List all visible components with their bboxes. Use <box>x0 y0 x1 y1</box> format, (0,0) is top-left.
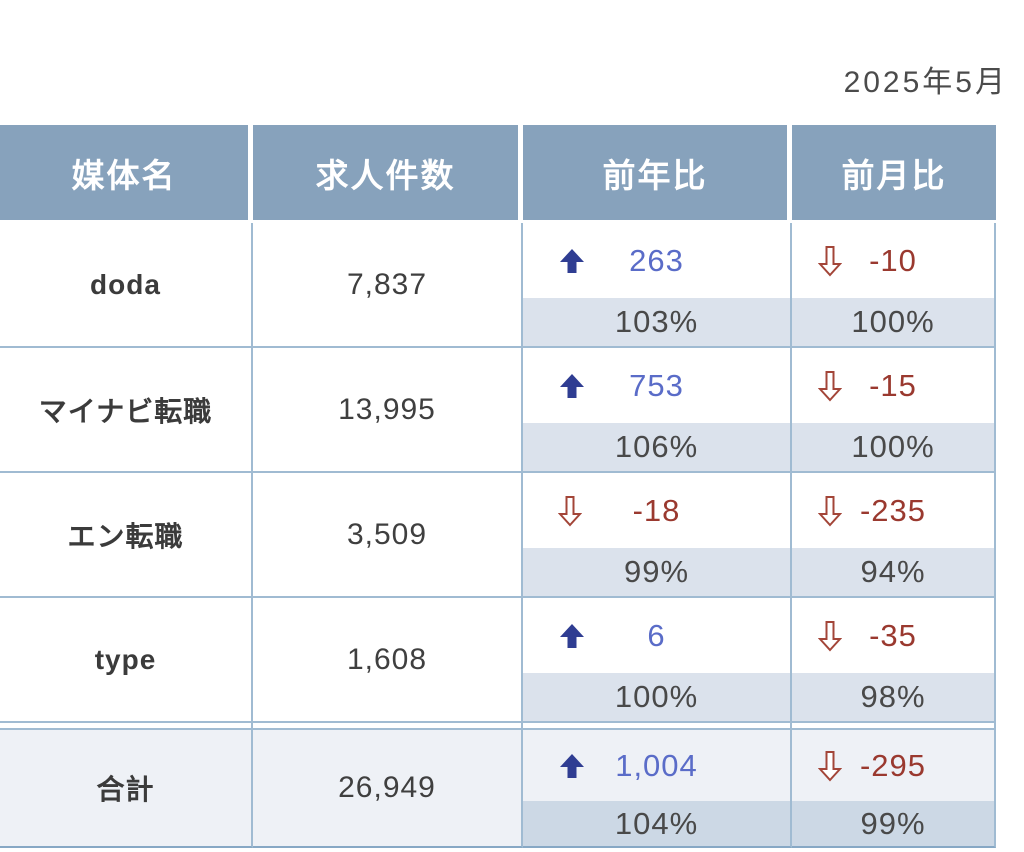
table-total: 合計 26,949 1,004 104% -295 99% <box>0 728 996 848</box>
yoy-diff-value: 6 <box>647 617 666 653</box>
column-header-mom: 前月比 <box>792 125 996 220</box>
up-arrow-icon <box>558 247 586 275</box>
up-arrow-icon <box>558 622 586 650</box>
table-row: 合計 26,949 1,004 104% -295 99% <box>0 728 996 848</box>
yoy-percent: 103% <box>523 298 790 346</box>
separator-segment <box>792 723 996 728</box>
job-listings-table: 媒体名 求人件数 前年比 前月比 doda 7,837 263 103% -1 <box>0 125 996 848</box>
yoy-percent: 99% <box>523 548 790 596</box>
mom-cell: -35 98% <box>792 598 996 723</box>
yoy-percent: 100% <box>523 673 790 721</box>
table-row: マイナビ転職 13,995 753 106% -15 100% <box>0 348 996 473</box>
column-header-count: 求人件数 <box>253 125 523 220</box>
down-arrow-icon <box>818 620 843 652</box>
mom-diff: -295 <box>792 730 994 801</box>
table-row: エン転職 3,509 -18 99% -235 94% <box>0 473 996 598</box>
up-arrow-icon <box>558 752 586 780</box>
yoy-percent: 104% <box>523 801 790 846</box>
mom-percent: 100% <box>792 298 994 346</box>
table-header-row: 媒体名 求人件数 前年比 前月比 <box>0 125 996 220</box>
mom-diff-value: -15 <box>869 367 917 403</box>
yoy-diff-value: 753 <box>629 367 684 403</box>
down-arrow-icon <box>818 245 843 277</box>
mom-diff-value: -235 <box>859 492 927 528</box>
yoy-diff-value: 1,004 <box>615 747 698 783</box>
yoy-cell: 6 100% <box>523 598 792 723</box>
yoy-diff: 1,004 <box>523 730 790 801</box>
separator-segment <box>0 723 253 728</box>
total-separator <box>0 723 996 728</box>
job-count-cell: 3,509 <box>253 473 523 598</box>
down-arrow-icon <box>818 370 843 402</box>
separator-segment <box>523 723 792 728</box>
mom-percent: 99% <box>792 801 994 846</box>
yoy-cell: -18 99% <box>523 473 792 598</box>
yoy-diff: -18 <box>523 473 790 548</box>
mom-cell: -235 94% <box>792 473 996 598</box>
mom-percent: 94% <box>792 548 994 596</box>
yoy-cell: 263 103% <box>523 223 792 348</box>
job-count-cell: 26,949 <box>253 728 523 848</box>
mom-cell: -10 100% <box>792 223 996 348</box>
media-name-cell: マイナビ転職 <box>0 348 253 473</box>
table-row: type 1,608 6 100% -35 98% <box>0 598 996 723</box>
down-arrow-icon <box>557 495 582 527</box>
mom-percent: 100% <box>792 423 994 471</box>
column-header-media: 媒体名 <box>0 125 253 220</box>
media-name-cell: type <box>0 598 253 723</box>
mom-cell: -295 99% <box>792 728 996 848</box>
yoy-diff: 753 <box>523 348 790 423</box>
mom-diff: -235 <box>792 473 994 548</box>
job-count-cell: 13,995 <box>253 348 523 473</box>
media-name-cell: doda <box>0 223 253 348</box>
mom-percent: 98% <box>792 673 994 721</box>
table-row: doda 7,837 263 103% -10 100% <box>0 223 996 348</box>
mom-cell: -15 100% <box>792 348 996 473</box>
media-name-cell: エン転職 <box>0 473 253 598</box>
media-name-cell: 合計 <box>0 728 253 848</box>
down-arrow-icon <box>818 750 843 782</box>
report-month-title: 2025年5月 <box>843 66 1008 99</box>
mom-diff: -10 <box>792 223 994 298</box>
yoy-cell: 1,004 104% <box>523 728 792 848</box>
job-count-cell: 1,608 <box>253 598 523 723</box>
yoy-diff: 263 <box>523 223 790 298</box>
job-count-cell: 7,837 <box>253 223 523 348</box>
mom-diff-value: -295 <box>859 747 927 783</box>
separator-segment <box>253 723 523 728</box>
mom-diff: -35 <box>792 598 994 673</box>
mom-diff-value: -35 <box>869 617 917 653</box>
table-body: doda 7,837 263 103% -10 100% マイナビ転職 <box>0 223 996 723</box>
yoy-diff-value: -18 <box>632 492 681 528</box>
up-arrow-icon <box>558 372 586 400</box>
column-header-yoy: 前年比 <box>523 125 792 220</box>
yoy-percent: 106% <box>523 423 790 471</box>
yoy-diff-value: 263 <box>629 242 684 278</box>
down-arrow-icon <box>818 495 843 527</box>
yoy-cell: 753 106% <box>523 348 792 473</box>
mom-diff: -15 <box>792 348 994 423</box>
mom-diff-value: -10 <box>869 242 917 278</box>
yoy-diff: 6 <box>523 598 790 673</box>
